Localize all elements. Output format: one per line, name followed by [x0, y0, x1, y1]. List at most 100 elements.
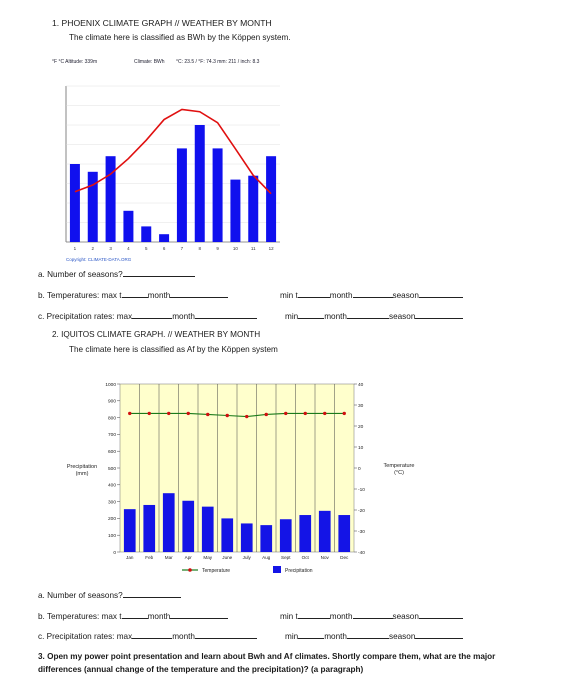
q1-min-month-blank[interactable]	[352, 289, 393, 298]
iquitos-ytick-label: 700	[108, 432, 116, 438]
iquitos-y2label-1: Temperature	[384, 463, 415, 469]
iquitos-y2tick-label: -20	[358, 508, 365, 514]
iquitos-xlabel-Jan: Jan	[126, 555, 134, 560]
phoenix-xlabel-11: 11	[251, 246, 256, 251]
q2-precipitation: c. Precipitation rates: max month	[38, 630, 257, 641]
q1-max-t-blank[interactable]	[121, 289, 148, 298]
iquitos-xlabel-Dec: Dec	[340, 555, 349, 560]
iquitos-temp-point-Mar	[167, 411, 171, 416]
section3-prompt: 3. Open my power point presentation and …	[38, 652, 496, 674]
iquitos-bar-Feb	[143, 504, 156, 552]
phoenix-xlabel-6: 6	[163, 246, 166, 251]
iquitos-temp-point-Oct	[303, 411, 307, 416]
q1-max-month-blank[interactable]	[170, 289, 229, 298]
iquitos-bar-Sept	[279, 519, 292, 552]
iquitos-ytick-label: 500	[108, 466, 116, 472]
iquitos-xlabel-Sept: Sept	[281, 555, 291, 560]
iquitos-y2tick-label: 30	[358, 403, 364, 409]
q2-temperatures-min: min t month season	[280, 610, 463, 621]
iquitos-bar-Apr	[182, 500, 195, 552]
iquitos-ytick-label: 100	[108, 533, 116, 539]
iquitos-temp-point-Feb	[147, 411, 151, 416]
iquitos-y2tick-label: -30	[358, 529, 365, 535]
q2-min-month-blank[interactable]	[352, 610, 393, 619]
iquitos-bar-Dec	[338, 515, 351, 552]
phoenix-bar-5	[141, 226, 152, 242]
q2-precip-min-month-blank[interactable]	[346, 630, 389, 639]
iquitos-ytick-label: 800	[108, 415, 116, 421]
phoenix-copyright: Copyright: CLIMATE-DATA.ORG	[66, 257, 132, 262]
q2-precip-min-blank[interactable]	[298, 630, 325, 639]
q2-precip-season-blank[interactable]	[415, 630, 464, 639]
legend-temperature-label: Temperature	[202, 568, 230, 574]
q1-seasons: a. Number of seasons?	[38, 268, 195, 279]
q2-season-blank[interactable]	[418, 610, 463, 619]
phoenix-bar-4	[123, 210, 134, 242]
q1-precip-max-month-blank[interactable]	[194, 310, 257, 319]
phoenix-header-left: °F °C Altitude: 339m	[52, 59, 97, 65]
iquitos-bar-May	[201, 506, 214, 552]
phoenix-bar-7	[176, 148, 187, 242]
section1-subheading: The climate here is classified as BWh by…	[69, 33, 291, 42]
phoenix-temperature-line	[74, 108, 272, 195]
iquitos-temp-point-Sept	[284, 411, 288, 416]
q1-precip-min-blank[interactable]	[298, 310, 325, 319]
iquitos-ytick-label: 400	[108, 483, 116, 489]
iquitos-y2tick-label: -10	[358, 487, 365, 493]
q2-max-t-blank[interactable]	[121, 610, 148, 619]
iquitos-temp-point-Jan	[128, 411, 132, 416]
iquitos-ytick-label: 1000	[105, 382, 116, 388]
q2-precipitation-min: min month season	[285, 630, 464, 641]
iquitos-xlabel-Oct: Oct	[302, 555, 310, 560]
phoenix-bar-1	[69, 164, 80, 242]
iquitos-xlabel-Nov: Nov	[321, 555, 330, 560]
iquitos-y2label-2: (°C)	[394, 470, 404, 476]
iquitos-ylabel-1: Precipitation	[67, 464, 97, 470]
legend-precipitation-label: Precipitation	[285, 568, 313, 574]
iquitos-xlabel-July: July	[243, 555, 252, 560]
iquitos-bar-Jan	[123, 509, 136, 552]
q2-seasons: a. Number of seasons?	[38, 589, 181, 600]
iquitos-temp-point-July	[245, 414, 249, 419]
iquitos-xlabel-May: May	[203, 555, 212, 560]
q2-max-month-blank[interactable]	[170, 610, 229, 619]
legend-temperature-marker	[188, 568, 192, 572]
phoenix-bar-11	[248, 175, 259, 242]
q1-seasons-blank[interactable]	[122, 268, 195, 277]
iquitos-ytick-label: 300	[108, 499, 116, 505]
iquitos-ytick-label: 0	[113, 550, 116, 556]
iquitos-temp-point-May	[206, 412, 210, 417]
q2-precip-max-month-blank[interactable]	[194, 630, 257, 639]
iquitos-ylabel-2: (mm)	[76, 471, 89, 477]
phoenix-bar-12	[266, 156, 277, 242]
q2-min-t-blank[interactable]	[297, 610, 330, 619]
phoenix-xlabel-12: 12	[269, 246, 275, 251]
iquitos-bar-Mar	[162, 493, 175, 552]
q1-precip-max-blank[interactable]	[132, 310, 173, 319]
iquitos-xlabel-Aug: Aug	[262, 555, 271, 560]
phoenix-xlabel-1: 1	[74, 246, 77, 251]
iquitos-bar-Aug	[260, 525, 273, 552]
phoenix-xlabel-2: 2	[91, 246, 94, 251]
phoenix-header-right: °C: 23.5 / °F: 74.3 mm: 211 / inch: 8.3	[176, 59, 260, 65]
iquitos-bar-Nov	[318, 510, 331, 552]
q1-precipitation: c. Precipitation rates: max month	[38, 310, 257, 321]
phoenix-xlabel-3: 3	[109, 246, 112, 251]
phoenix-xlabel-4: 4	[127, 246, 130, 251]
q2-precip-max-blank[interactable]	[132, 630, 173, 639]
iquitos-temp-point-Apr	[186, 411, 190, 416]
q1-season-blank[interactable]	[418, 289, 463, 298]
iquitos-temp-point-Nov	[323, 411, 327, 416]
q1-precip-season-blank[interactable]	[415, 310, 464, 319]
q1-precip-min-month-blank[interactable]	[346, 310, 389, 319]
iquitos-temperature-line	[129, 412, 345, 418]
iquitos-xlabel-Feb: Feb	[145, 555, 153, 560]
section1-heading: 1. PHOENIX CLIMATE GRAPH // WEATHER BY M…	[52, 18, 272, 28]
iquitos-y2tick-label: 0	[358, 466, 361, 472]
iquitos-y2tick-label: 40	[358, 382, 364, 388]
phoenix-bar-2	[87, 171, 98, 242]
q2-seasons-blank[interactable]	[122, 589, 181, 598]
q1-min-t-blank[interactable]	[297, 289, 330, 298]
iquitos-y2tick-label: 20	[358, 424, 364, 430]
